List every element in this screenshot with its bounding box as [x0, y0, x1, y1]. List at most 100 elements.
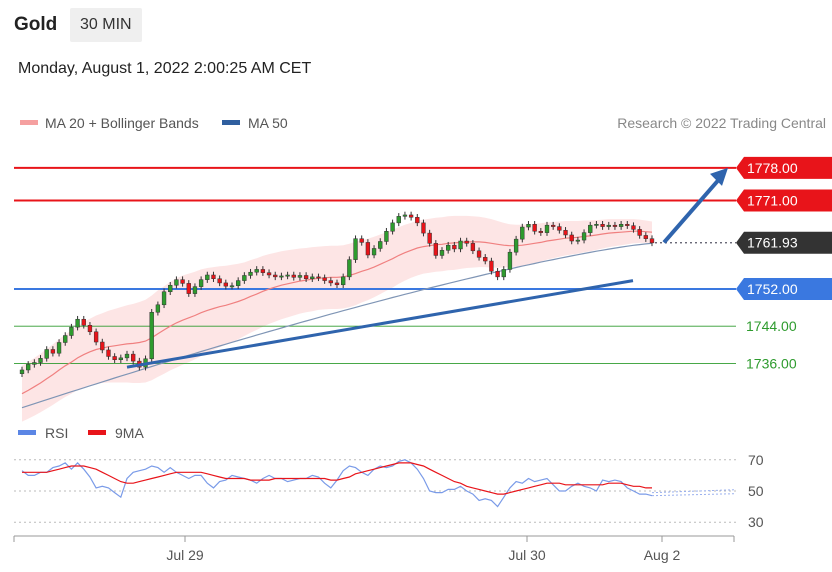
- candle-body: [520, 226, 525, 240]
- candle-body: [223, 282, 228, 287]
- candle-body: [334, 282, 340, 286]
- x-axis-ticks: Jul 29 Jul 30 Aug 2: [13, 536, 735, 563]
- candle-body: [365, 242, 371, 256]
- candle-body: [532, 224, 537, 232]
- candle-body: [316, 276, 321, 279]
- candle-body: [75, 318, 80, 328]
- rsi-legend-swatch: [18, 430, 36, 435]
- candle-body: [118, 357, 123, 360]
- trendline-group: [126, 167, 728, 369]
- candle-body: [69, 326, 74, 336]
- candle-body: [606, 224, 611, 227]
- candle-body: [106, 349, 111, 357]
- candle-body: [198, 279, 204, 287]
- candle-body: [161, 291, 167, 306]
- candle-body: [81, 318, 86, 326]
- level-labels: 1778.00 1771.00 1761.93 1752.00 1744.00 1736.…: [736, 156, 832, 371]
- rsi-projection: [651, 493, 737, 497]
- candle-body: [618, 224, 624, 227]
- x-tick-label: Jul 29: [166, 547, 204, 563]
- candle-body: [353, 238, 358, 260]
- candle-body: [242, 275, 247, 281]
- candle-body: [328, 280, 333, 284]
- candle-body: [446, 244, 451, 251]
- candle-body: [470, 243, 476, 252]
- candle-body: [297, 275, 303, 278]
- level-label-0: 1778.00: [747, 160, 798, 176]
- candle-body: [211, 274, 216, 279]
- candle-body: [26, 364, 31, 371]
- level-label-2: 1761.93: [747, 235, 798, 251]
- candle-body: [273, 274, 278, 278]
- candle-body: [371, 248, 377, 256]
- candle-body: [402, 214, 408, 217]
- ma50-line: [21, 242, 653, 409]
- level-tag-0: [736, 156, 832, 179]
- projection-arrow-head: [710, 167, 728, 186]
- candle-body: [408, 214, 414, 218]
- level-tag-3: [736, 277, 832, 300]
- candle-body: [260, 269, 266, 273]
- interval-button[interactable]: 30 MIN: [70, 8, 142, 42]
- rsi-tick-50: 50: [748, 483, 764, 499]
- level-tag-1: [736, 189, 832, 212]
- candle-body: [217, 278, 222, 284]
- instrument-title: Gold: [14, 14, 58, 35]
- candle-body: [229, 285, 235, 288]
- candle-body: [390, 222, 395, 232]
- candle-body: [56, 342, 62, 354]
- rsi-tick-30: 30: [748, 514, 764, 530]
- candle-body: [279, 275, 284, 278]
- candle-body: [112, 356, 117, 360]
- candle-body: [180, 279, 185, 284]
- ma20-legend-label: MA 20 + Bollinger Bands: [45, 115, 199, 131]
- candle-body: [513, 238, 519, 253]
- timestamp: Monday, August 1, 2022 2:00:25 AM CET: [18, 60, 312, 77]
- x-tick-label: Jul 30: [508, 547, 546, 563]
- candle-body: [32, 362, 37, 365]
- research-credit: Research © 2022 Trading Central: [617, 115, 826, 131]
- ma9-legend-label: 9MA: [115, 425, 144, 441]
- level-label-5: 1736.00: [746, 355, 797, 371]
- candle-body: [44, 349, 49, 359]
- candle-body: [100, 341, 105, 351]
- candle-body: [569, 234, 574, 242]
- candle-body: [489, 260, 494, 272]
- candle-body: [439, 250, 445, 256]
- candle-body: [396, 216, 401, 224]
- chart-header: Gold 30 MIN: [0, 0, 832, 48]
- candle-body: [168, 284, 173, 293]
- candle-body: [538, 230, 543, 233]
- candle-body: [149, 311, 154, 360]
- candle-body: [378, 241, 383, 249]
- ma20-line: [21, 230, 653, 395]
- candle-body: [155, 304, 161, 313]
- candle-body: [575, 239, 581, 242]
- candle-body: [19, 369, 25, 374]
- ma50-legend-swatch: [222, 120, 240, 125]
- x-tick-label: Aug 2: [644, 547, 681, 563]
- bollinger-band-area: [22, 215, 652, 422]
- candle-body: [631, 225, 636, 230]
- candles: [19, 211, 655, 377]
- candle-body: [495, 271, 500, 278]
- candle-body: [124, 353, 130, 359]
- candle-body: [637, 229, 642, 236]
- candle-body: [186, 283, 191, 294]
- candle-body: [458, 240, 463, 250]
- ma20-legend-swatch: [20, 120, 38, 125]
- candle-body: [266, 272, 272, 276]
- candle-body: [303, 275, 309, 279]
- moving-averages: [21, 230, 653, 409]
- candle-body: [192, 286, 198, 294]
- bollinger-band: [22, 215, 652, 422]
- ma9-legend-swatch: [88, 430, 106, 435]
- candle-body: [464, 240, 469, 244]
- candle-body: [205, 274, 210, 280]
- projection-arrow-shaft: [662, 174, 724, 244]
- candle-body: [563, 230, 568, 236]
- candle-body: [551, 224, 556, 227]
- level-label-4: 1744.00: [746, 318, 797, 334]
- candle-body: [347, 259, 352, 278]
